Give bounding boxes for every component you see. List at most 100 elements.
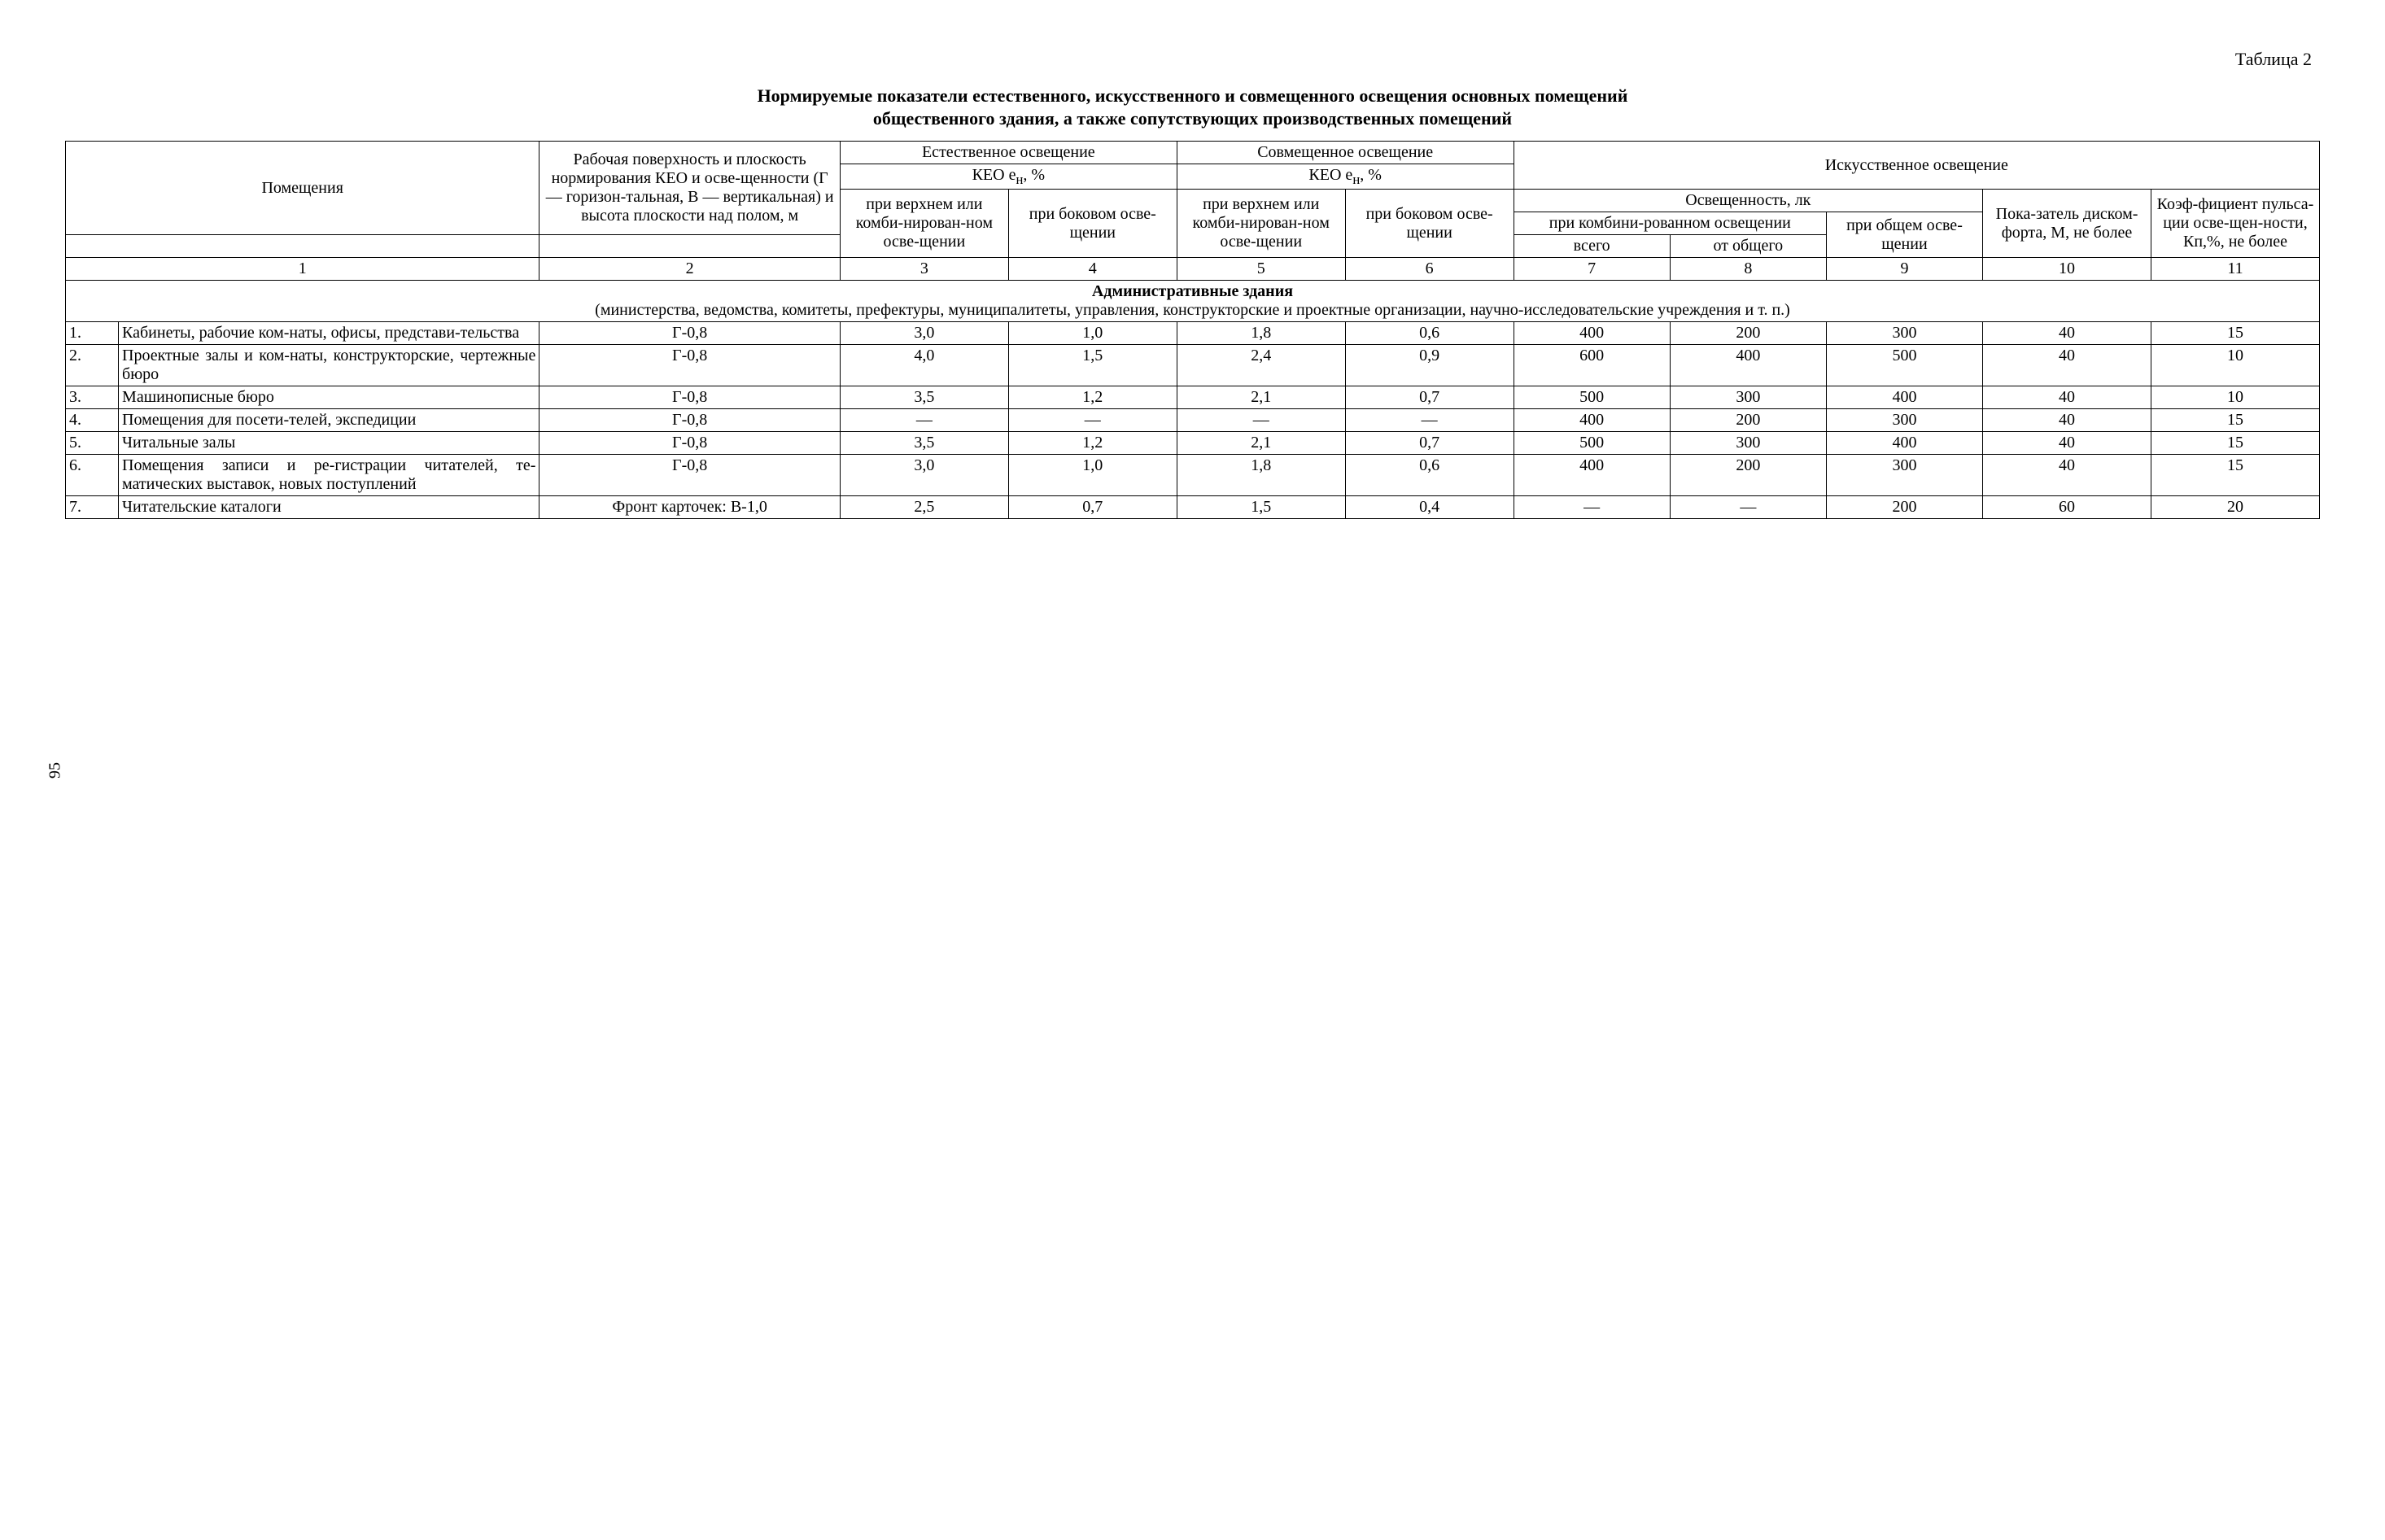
cell: 300 bbox=[1670, 386, 1826, 409]
section-cell: Административные здания (министерства, в… bbox=[66, 281, 2320, 322]
cell: 15 bbox=[2151, 432, 2319, 455]
table-row: 1. Кабинеты, рабочие ком-наты, офисы, пр… bbox=[66, 322, 2320, 345]
row-surf: Г-0,8 bbox=[539, 409, 841, 432]
coln-6: 6 bbox=[1345, 258, 1514, 281]
row-surf: Г-0,8 bbox=[539, 345, 841, 386]
hdr-keo-natural: КЕО eн, % bbox=[840, 164, 1177, 190]
cell: 40 bbox=[1983, 345, 2151, 386]
keo-pct-1: , % bbox=[1023, 166, 1045, 184]
row-num: 7. bbox=[66, 496, 119, 519]
cell: 200 bbox=[1826, 496, 1982, 519]
row-name: Читальные залы bbox=[119, 432, 539, 455]
cell: — bbox=[1670, 496, 1826, 519]
title-line-2: общественного здания, а также сопутствую… bbox=[873, 108, 1512, 129]
hdr-rooms: Помещения bbox=[66, 142, 539, 235]
cell: 15 bbox=[2151, 409, 2319, 432]
row-surf: Г-0,8 bbox=[539, 322, 841, 345]
coln-8: 8 bbox=[1670, 258, 1826, 281]
coln-10: 10 bbox=[1983, 258, 2151, 281]
row-name: Помещения записи и ре-гистрации читателе… bbox=[119, 455, 539, 496]
row-surf: Фронт карточек: В-1,0 bbox=[539, 496, 841, 519]
table-row: 6. Помещения записи и ре-гистрации читат… bbox=[66, 455, 2320, 496]
cell: 40 bbox=[1983, 455, 2151, 496]
cell: — bbox=[1514, 496, 1670, 519]
cell: 20 bbox=[2151, 496, 2319, 519]
table-row: 4. Помещения для посети-телей, экспедици… bbox=[66, 409, 2320, 432]
row-num: 4. bbox=[66, 409, 119, 432]
cell: 3,0 bbox=[840, 322, 1008, 345]
cell: 400 bbox=[1670, 345, 1826, 386]
cell: 1,0 bbox=[1008, 322, 1177, 345]
row-num: 3. bbox=[66, 386, 119, 409]
cell: 0,7 bbox=[1345, 432, 1514, 455]
cell: 40 bbox=[1983, 322, 2151, 345]
cell: 400 bbox=[1514, 455, 1670, 496]
cell: 300 bbox=[1826, 322, 1982, 345]
hdr-c3: при верхнем или комби-нирован-ном осве-щ… bbox=[840, 190, 1008, 258]
cell: 1,8 bbox=[1177, 322, 1345, 345]
hdr-keo-combined: КЕО eн, % bbox=[1177, 164, 1514, 190]
hdr-c11: Коэф-фициент пульса-ции осве-щен-ности, … bbox=[2151, 190, 2319, 258]
title-line-1: Нормируемые показатели естественного, ис… bbox=[758, 85, 1628, 106]
row-num: 2. bbox=[66, 345, 119, 386]
cell: 0,6 bbox=[1345, 455, 1514, 496]
cell: — bbox=[840, 409, 1008, 432]
cell: 400 bbox=[1826, 432, 1982, 455]
row-surf: Г-0,8 bbox=[539, 455, 841, 496]
cell: 40 bbox=[1983, 432, 2151, 455]
cell: 1,5 bbox=[1177, 496, 1345, 519]
cell: 1,5 bbox=[1008, 345, 1177, 386]
cell: 600 bbox=[1514, 345, 1670, 386]
cell: 500 bbox=[1514, 386, 1670, 409]
coln-2: 2 bbox=[539, 258, 841, 281]
coln-5: 5 bbox=[1177, 258, 1345, 281]
cell: 200 bbox=[1670, 322, 1826, 345]
keo-sub-2: н bbox=[1352, 172, 1360, 187]
coln-1: 1 bbox=[66, 258, 539, 281]
cell: 3,5 bbox=[840, 432, 1008, 455]
cell: — bbox=[1177, 409, 1345, 432]
hdr-surface: Рабочая поверхность и плоскость нормиров… bbox=[539, 142, 841, 235]
cell: 200 bbox=[1670, 455, 1826, 496]
cell: 200 bbox=[1670, 409, 1826, 432]
hdr-c8: от общего bbox=[1670, 235, 1826, 258]
cell: 300 bbox=[1826, 455, 1982, 496]
section-title: Административные здания bbox=[1092, 282, 1293, 300]
cell: 15 bbox=[2151, 322, 2319, 345]
cell: 400 bbox=[1826, 386, 1982, 409]
row-surf: Г-0,8 bbox=[539, 432, 841, 455]
row-name: Помещения для посети-телей, экспедиции bbox=[119, 409, 539, 432]
cell: 10 bbox=[2151, 345, 2319, 386]
cell: 2,4 bbox=[1177, 345, 1345, 386]
hdr-c10: Пока-затель диском-форта, М, не более bbox=[1983, 190, 2151, 258]
cell: 3,0 bbox=[840, 455, 1008, 496]
row-num: 1. bbox=[66, 322, 119, 345]
cell: 400 bbox=[1514, 409, 1670, 432]
cell: 1,8 bbox=[1177, 455, 1345, 496]
table-row: 3. Машинописные бюро Г-0,8 3,5 1,2 2,1 0… bbox=[66, 386, 2320, 409]
cell: 300 bbox=[1670, 432, 1826, 455]
table-label: Таблица 2 bbox=[65, 49, 2320, 70]
hdr-c5: при верхнем или комби-нирован-ном осве-щ… bbox=[1177, 190, 1345, 258]
cell: 300 bbox=[1826, 409, 1982, 432]
hdr-artificial: Искусственное освещение bbox=[1514, 142, 2319, 190]
table-row: 7. Читательские каталоги Фронт карточек:… bbox=[66, 496, 2320, 519]
coln-11: 11 bbox=[2151, 258, 2319, 281]
cell: 0,7 bbox=[1345, 386, 1514, 409]
standards-table: Помещения Рабочая поверхность и плоскост… bbox=[65, 141, 2320, 519]
cell: — bbox=[1345, 409, 1514, 432]
cell: 3,5 bbox=[840, 386, 1008, 409]
header-row-1: Помещения Рабочая поверхность и плоскост… bbox=[66, 142, 2320, 164]
table-row: 5. Читальные залы Г-0,8 3,5 1,2 2,1 0,7 … bbox=[66, 432, 2320, 455]
cell: 0,6 bbox=[1345, 322, 1514, 345]
column-number-row: 1 2 3 4 5 6 7 8 9 10 11 bbox=[66, 258, 2320, 281]
hdr-c7: всего bbox=[1514, 235, 1670, 258]
table-row: 2. Проектные залы и ком-наты, конструкто… bbox=[66, 345, 2320, 386]
section-subtitle: (министерства, ведомства, комитеты, преф… bbox=[595, 301, 1790, 319]
hdr-c6: при боковом осве-щении bbox=[1345, 190, 1514, 258]
row-name: Машинописные бюро bbox=[119, 386, 539, 409]
row-num: 6. bbox=[66, 455, 119, 496]
cell: — bbox=[1008, 409, 1177, 432]
keo-label-1: КЕО e bbox=[972, 166, 1016, 184]
hdr-natural: Естественное освещение bbox=[840, 142, 1177, 164]
